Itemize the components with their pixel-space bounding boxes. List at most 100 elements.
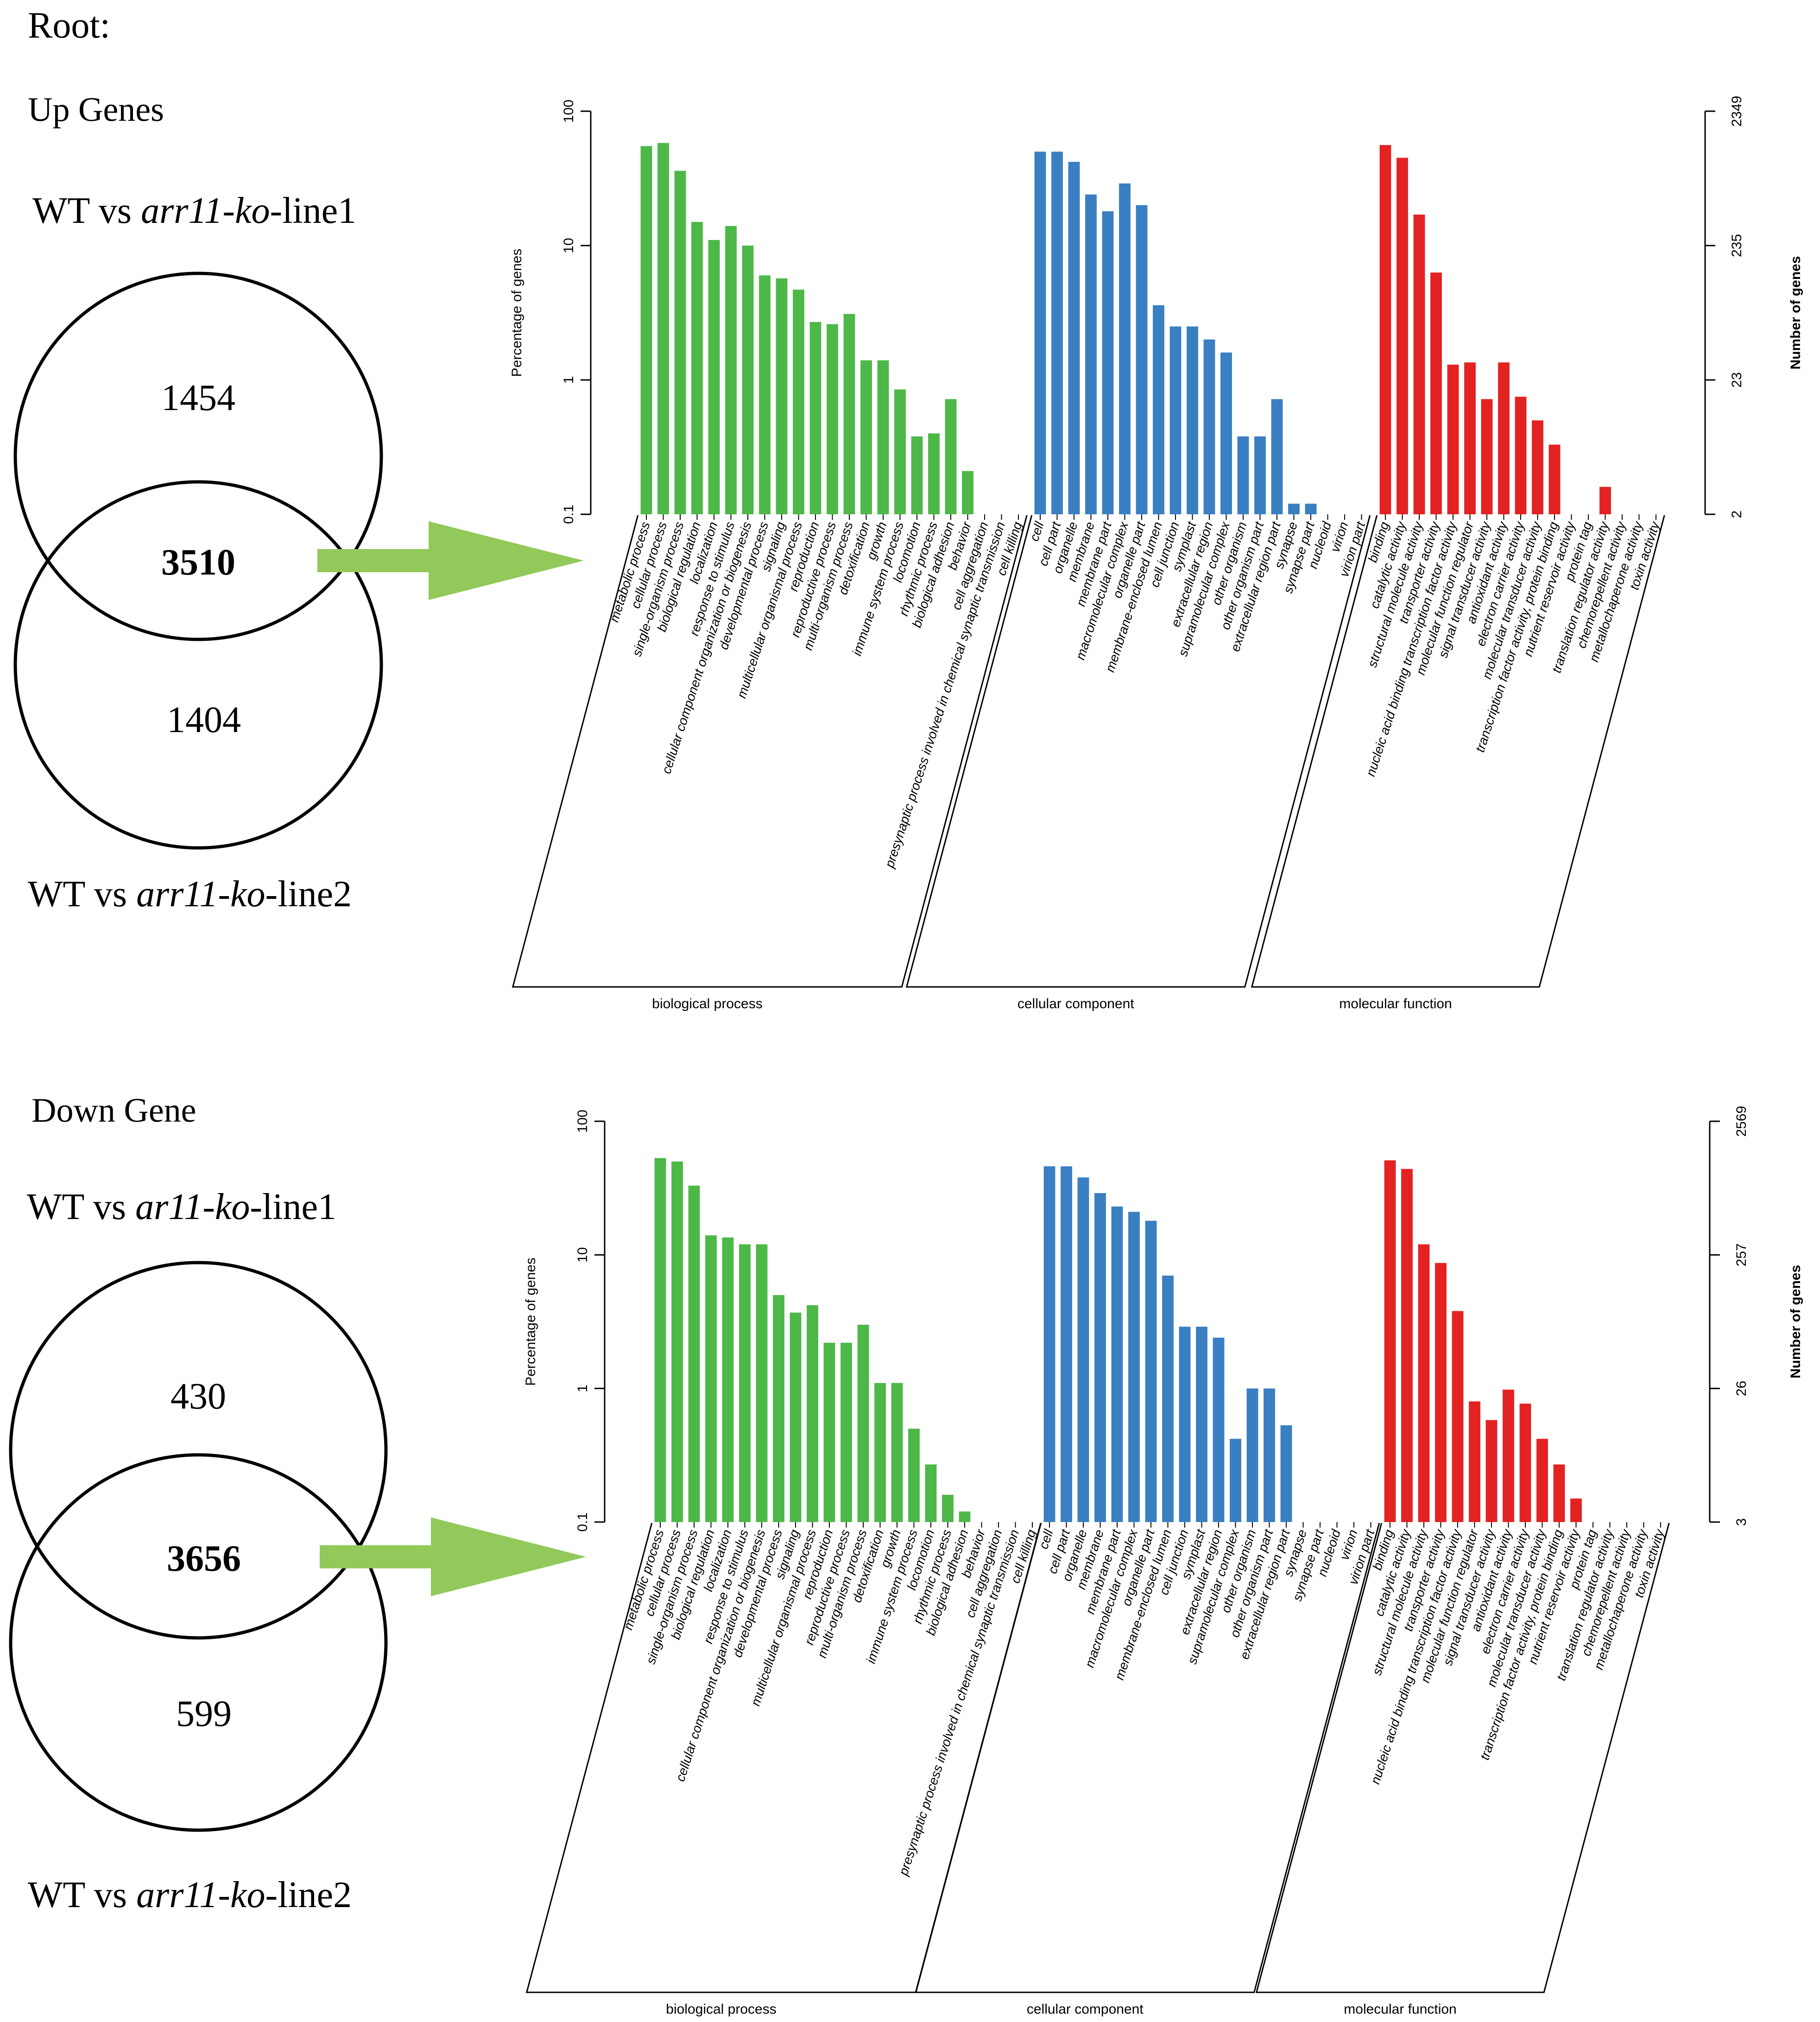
up-venn-label-top: WT vs arr11-ko-line1 <box>32 190 357 231</box>
bar <box>959 1511 971 1522</box>
group-label: cellular component <box>1027 2002 1144 2017</box>
bar <box>860 360 872 514</box>
venn-count-overlap: 3510 <box>161 542 235 583</box>
bar <box>928 433 940 514</box>
bar <box>1519 1403 1531 1522</box>
bar <box>1553 1464 1565 1522</box>
bar <box>1397 158 1408 514</box>
bar <box>1447 364 1459 514</box>
page-title: Root: <box>28 5 110 46</box>
bar <box>773 1295 784 1522</box>
bar <box>708 240 720 514</box>
bar <box>1599 487 1611 514</box>
bar <box>891 1383 903 1522</box>
venn-circle-line2 <box>13 480 383 850</box>
bar <box>756 1244 768 1522</box>
bar <box>688 1185 700 1522</box>
bar <box>823 1342 835 1522</box>
arrow-icon <box>320 1517 586 1596</box>
go-chart-up: 100 10 1 0.1 Percentage of genes 2349 235 23 2 Nu… <box>509 96 1803 1011</box>
bar <box>1305 504 1317 514</box>
bar <box>1548 444 1561 514</box>
bar <box>1271 399 1283 514</box>
bar <box>857 1325 869 1522</box>
bar <box>1179 1327 1191 1522</box>
bar <box>1119 183 1131 515</box>
down-venn-diagram: 430 3656 599 <box>9 1261 388 1832</box>
down-venn-label-top: WT vs ar11-ko-line1 <box>27 1187 337 1227</box>
bar <box>725 226 737 514</box>
bar <box>843 314 855 514</box>
bar <box>1220 352 1232 514</box>
bar <box>1085 194 1097 514</box>
bar <box>671 1161 683 1522</box>
y2-tick-label: 23 <box>1729 372 1744 387</box>
bar <box>827 324 838 514</box>
y2-tick-label: 257 <box>1734 1243 1749 1266</box>
venn-count-left: 1454 <box>161 378 235 418</box>
bar <box>962 471 973 514</box>
group-label: molecular function <box>1339 996 1452 1011</box>
bar <box>1246 1388 1258 1522</box>
bar <box>1094 1193 1106 1522</box>
bar <box>722 1237 734 1522</box>
y-tick-label: 10 <box>561 238 576 253</box>
bar <box>1435 1263 1447 1522</box>
bar <box>1187 326 1198 514</box>
bar <box>1430 272 1442 514</box>
venn-count-overlap: 3656 <box>167 1538 241 1579</box>
bar <box>1401 1169 1413 1522</box>
bar <box>840 1342 852 1522</box>
group-label: molecular function <box>1344 2002 1456 2017</box>
group-label: biological process <box>666 2002 776 2017</box>
group-bracket <box>905 515 1371 988</box>
bar <box>1464 362 1476 514</box>
y-tick-label: 100 <box>575 1110 590 1133</box>
y2-tick-label: 2349 <box>1729 96 1744 127</box>
bar <box>1043 1166 1055 1522</box>
bar <box>1061 1166 1072 1522</box>
venn-circle-line1 <box>9 1261 388 1640</box>
bar <box>1128 1212 1140 1522</box>
y2-tick-label: 26 <box>1734 1381 1749 1396</box>
bar <box>1145 1220 1157 1522</box>
bar <box>1288 504 1300 514</box>
group-bracket <box>512 515 1028 988</box>
bar <box>1536 1439 1548 1522</box>
bar <box>807 1305 818 1522</box>
go-chart-down: 100 10 1 0.1 Percentage of genes 2569 257 26 3 Nu… <box>523 1106 1803 2017</box>
y-tick-label: 0.1 <box>575 1512 590 1532</box>
y-axis-title: Percentage of genes <box>509 249 525 377</box>
bar <box>691 221 703 514</box>
venn-count-right: 599 <box>176 1693 232 1734</box>
y-tick-label: 10 <box>575 1247 590 1263</box>
bar <box>894 389 906 514</box>
bar <box>640 146 652 515</box>
bar <box>1213 1338 1225 1522</box>
bar <box>742 246 754 514</box>
bar <box>1068 162 1080 515</box>
y-tick-label: 0.1 <box>561 505 576 524</box>
bar <box>1452 1311 1464 1522</box>
bar <box>1532 420 1543 514</box>
y2-axis-title: Number of genes <box>1788 256 1803 369</box>
bar <box>809 322 822 514</box>
y-tick-label: 1 <box>575 1384 590 1392</box>
bar <box>654 1158 666 1522</box>
bar <box>1503 1390 1514 1522</box>
up-heading: Up Genes <box>28 91 164 129</box>
y2-axis-title: Number of genes <box>1788 1265 1803 1378</box>
bar <box>1280 1425 1292 1522</box>
venn-count-right: 1404 <box>167 700 241 740</box>
bar <box>1254 436 1266 514</box>
arrow-icon <box>317 521 584 600</box>
group-bracket <box>915 1523 1380 1993</box>
down-heading: Down Gene <box>32 1092 196 1130</box>
bar <box>759 275 771 514</box>
bar <box>945 399 957 514</box>
bar <box>1034 152 1046 514</box>
bar <box>1379 145 1391 514</box>
